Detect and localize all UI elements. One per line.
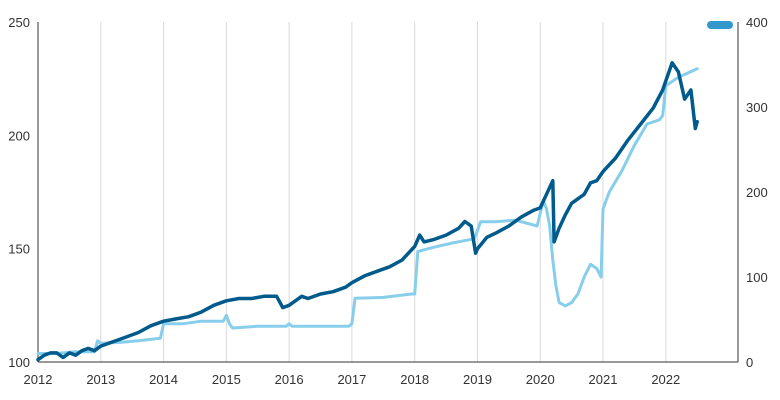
x-tick-label: 2012 xyxy=(24,372,53,387)
series-lines xyxy=(36,61,699,362)
y-right-tick-label: 400 xyxy=(746,15,768,30)
x-tick-label: 2020 xyxy=(526,372,555,387)
x-tick-label: 2019 xyxy=(463,372,492,387)
y-right-tick-label: 200 xyxy=(746,185,768,200)
x-tick-label: 2016 xyxy=(275,372,304,387)
tick-labels: 2012 2013 2014 2015 2016 2017 2018 2019 2020 2021… xyxy=(8,15,767,387)
x-tick-label: 2013 xyxy=(86,372,115,387)
y-left-tick-label: 200 xyxy=(8,128,30,143)
grid-lines xyxy=(100,22,667,362)
axes xyxy=(37,22,739,363)
x-tick-label: 2021 xyxy=(589,372,618,387)
x-tick-label: 2015 xyxy=(212,372,241,387)
y-right-tick-label: 300 xyxy=(746,100,768,115)
y-right-tick-label: 0 xyxy=(746,355,753,370)
legend-swatch xyxy=(707,21,733,29)
x-tick-label: 2022 xyxy=(651,372,680,387)
legend xyxy=(707,21,733,29)
x-tick-label: 2014 xyxy=(149,372,178,387)
y-left-tick-label: 150 xyxy=(8,242,30,257)
series-line-left-axis xyxy=(36,61,699,362)
y-left-tick-label: 250 xyxy=(8,15,30,30)
x-tick-label: 2018 xyxy=(400,372,429,387)
x-tick-label: 2017 xyxy=(337,372,366,387)
y-left-tick-label: 100 xyxy=(8,355,30,370)
y-right-tick-label: 100 xyxy=(746,270,768,285)
series-line-right-axis xyxy=(36,67,699,355)
